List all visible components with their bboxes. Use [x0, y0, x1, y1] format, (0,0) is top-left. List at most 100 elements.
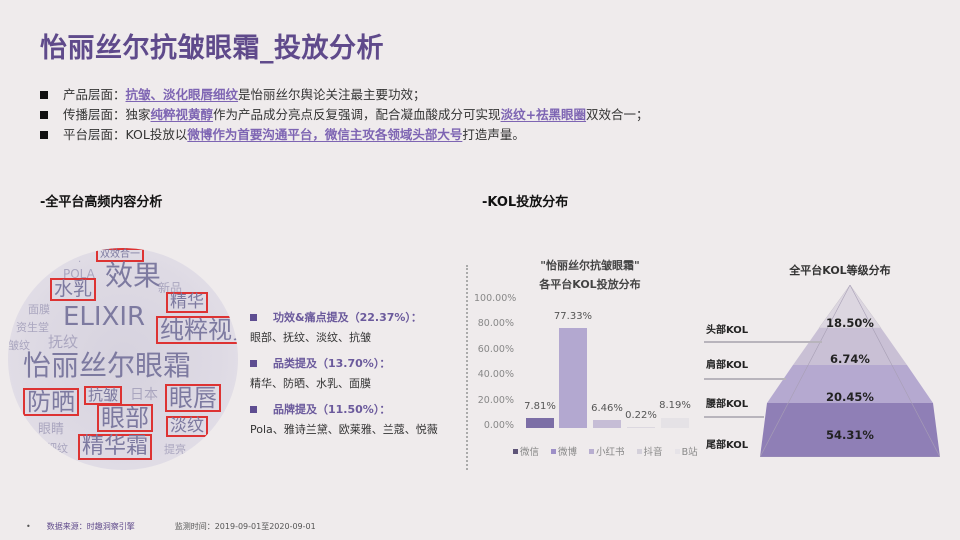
legend-label: 微博: [558, 447, 578, 458]
legend-items: 眼部、抚纹、淡纹、抗皱: [250, 331, 371, 344]
bar-value-label: 8.19%: [659, 400, 691, 411]
cloud-word: 皱纹: [8, 339, 30, 352]
legend-swatch-icon: [513, 448, 518, 454]
bullet-text: 是怡丽丝尔舆论关注最主要功效；: [238, 87, 426, 102]
cloud-word-boxed: 纯粹视黄醇: [156, 316, 238, 344]
legend-label: 微信: [520, 447, 540, 458]
cloud-word-boxed: 防晒: [23, 388, 79, 416]
bullet-square-icon: [40, 131, 48, 139]
legend-item-weibo: 微博: [551, 444, 577, 458]
bar-chart-title-line2: 各平台KOL投放分布: [539, 278, 641, 291]
legend-swatch-icon: [636, 448, 642, 454]
bar-weibo: [559, 328, 587, 428]
pyramid-value: 54.31%: [826, 428, 874, 442]
legend-heading-brand: 品牌提及（11.50%）：: [250, 398, 470, 420]
legend-label: B站: [681, 447, 698, 458]
bullet-text: 打造声量。: [462, 127, 525, 142]
cloud-word-boxed: 眼唇: [165, 384, 221, 412]
section-label-kol-distribution: -KOL投放分布: [482, 195, 569, 210]
bullet-label: 平台层面：: [63, 127, 126, 142]
word-cloud: · 双效合一 POLA 效果 水乳 新品 精华 面膜 ELIXIR 纯粹视黄醇 …: [8, 248, 238, 470]
bullet-communication: 传播层面： 独家 纯粹视黄醇 作为产品成分亮点反复强调，配合凝血酸成分可实现 淡…: [40, 105, 649, 125]
y-tick: 100.00%: [474, 293, 517, 304]
cloud-word-boxed: 精华霜: [78, 434, 153, 460]
pyramid-divider: [704, 341, 822, 343]
cloud-legend: 功效&痛点提及（22.37%）： 眼部、抚纹、淡纹、抗皱 品类提及（13.70%…: [250, 306, 470, 444]
bullet-platform: 平台层面： KOL投放以 微博作为首要沟通平台，微信主攻各领域头部大号 打造声量…: [40, 125, 649, 145]
vertical-divider: [466, 265, 468, 470]
cloud-word: 抚纹: [48, 333, 79, 351]
bar-value-label: 77.33%: [553, 311, 593, 322]
cloud-word: ·: [78, 257, 82, 268]
bar-wechat: [526, 418, 554, 428]
pyramid-divider: [704, 378, 786, 380]
legend-square-icon: [250, 359, 257, 367]
bar-value-label: 7.81%: [524, 401, 556, 412]
cloud-word-boxed: 淡纹: [166, 416, 208, 437]
legend-label: 抖音: [643, 447, 663, 458]
pyramid-label-waist: 腰部KOL: [706, 399, 749, 410]
cloud-word-boxed: 水乳: [50, 278, 97, 301]
page-title: 怡丽丝尔抗皱眼霜_投放分析: [40, 33, 384, 64]
pyramid-value: 6.74%: [830, 352, 870, 366]
bullet-product: 产品层面： 抗皱、淡化眼唇细纹 是怡丽丝尔舆论关注最主要功效；: [40, 85, 649, 105]
y-tick: 0.00%: [483, 420, 514, 431]
monitoring-period: 监测时间：2019-09-01至2020-09-01: [174, 522, 316, 531]
legend-item-wechat: 微信: [513, 444, 539, 458]
bar-chart-title: "怡丽丝尔抗皱眼霜" 各平台KOL投放分布: [520, 256, 660, 294]
legend-item-xiaohongshu: 小红书: [589, 444, 625, 458]
legend-square-icon: [250, 313, 257, 321]
section-label-content-analysis: -全平台高频内容分析: [40, 195, 163, 210]
bar-douyin: [627, 427, 655, 428]
cloud-word: ELIXIR: [63, 302, 146, 332]
cloud-word: 细纹: [46, 442, 68, 455]
pyramid-divider: [704, 416, 764, 418]
cloud-word-boxed: 双效合一: [96, 248, 144, 262]
bullet-label: 传播层面：: [63, 107, 126, 122]
legend-items: Pola、雅诗兰黛、欧莱雅、兰蔻、悦薇: [250, 423, 438, 436]
y-tick: 80.00%: [477, 318, 514, 329]
legend-heading-text: 品牌提及（11.50%）：: [273, 403, 391, 416]
highlight-text: 淡纹+祛黑眼圈: [500, 107, 587, 122]
cloud-word-boxed: 眼部: [97, 404, 153, 432]
bar-value-label: 0.22%: [625, 410, 657, 421]
summary-bullets: 产品层面： 抗皱、淡化眼唇细纹 是怡丽丝尔舆论关注最主要功效； 传播层面： 独家…: [40, 85, 649, 145]
bullet-text: 双效合一；: [586, 107, 649, 122]
data-source: 数据来源：时趣洞察引擎: [46, 522, 135, 531]
kol-tier-pyramid: [760, 285, 940, 457]
bar-xiaohongshu: [593, 420, 621, 428]
cloud-word: 新品: [158, 281, 183, 295]
pyramid-label-tail: 尾部KOL: [706, 440, 749, 451]
legend-heading-category: 品类提及（13.70%）：: [250, 352, 470, 374]
cloud-word: POLA: [63, 267, 95, 281]
legend-square-icon: [250, 405, 257, 413]
bullet-label: 产品层面：: [63, 87, 126, 102]
pyramid-label-shoulder: 肩部KOL: [706, 360, 749, 371]
cloud-word: 面膜: [28, 303, 50, 316]
legend-heading-efficacy: 功效&痛点提及（22.37%）：: [250, 306, 470, 328]
bullet-text: 独家: [125, 107, 151, 122]
pyramid-title: 全平台KOL等级分布: [789, 264, 891, 277]
cloud-word: 资生堂: [16, 321, 49, 334]
legend-item-bilibili: B站: [674, 444, 698, 458]
cloud-word: 眼睛: [38, 422, 65, 437]
bar-bilibili: [661, 418, 689, 428]
footer-bullet: •: [26, 522, 31, 531]
legend-swatch-icon: [589, 448, 595, 454]
legend-heading-text: 品类提及（13.70%）：: [273, 357, 391, 370]
bar-value-label: 6.46%: [591, 403, 623, 414]
bullet-square-icon: [40, 91, 48, 99]
y-tick: 40.00%: [477, 369, 514, 380]
pyramid-value: 18.50%: [826, 316, 874, 330]
highlight-text: 抗皱、淡化眼唇细纹: [125, 87, 239, 102]
bar-chart-legend: 微信 微博 小红书 抖音 B站: [513, 444, 698, 458]
cloud-word: 怡丽丝尔眼霜: [23, 349, 192, 382]
bullet-text: KOL投放以: [125, 127, 188, 142]
bullet-square-icon: [40, 111, 48, 119]
cloud-word: 效果: [105, 259, 162, 292]
legend-heading-text: 功效&痛点提及（22.37%）：: [273, 311, 422, 324]
cloud-word: 提亮: [164, 443, 186, 456]
bullet-text: 作为产品成分亮点反复强调，配合凝血酸成分可实现: [213, 107, 501, 122]
bar-chart-title-line1: "怡丽丝尔抗皱眼霜": [540, 259, 640, 272]
cloud-word-boxed: 抗皱: [84, 386, 123, 405]
